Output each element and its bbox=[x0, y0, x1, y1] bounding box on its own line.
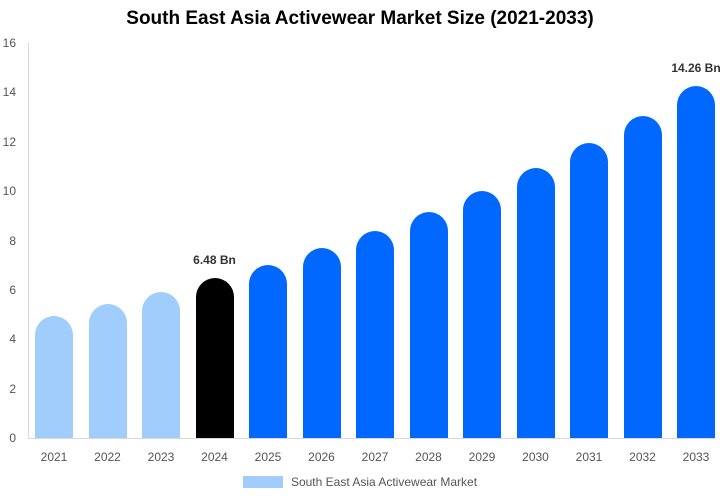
bar-2029[interactable] bbox=[463, 191, 501, 438]
x-tick-label: 2030 bbox=[522, 450, 549, 464]
x-tick-label: 2031 bbox=[575, 450, 603, 464]
bar-2027[interactable] bbox=[356, 231, 394, 438]
x-axis-line bbox=[28, 438, 716, 439]
y-tick-label: 4 bbox=[9, 332, 16, 347]
y-tick-label: 2 bbox=[9, 381, 16, 396]
bar-2025[interactable] bbox=[249, 265, 287, 438]
bar-2033[interactable] bbox=[677, 85, 715, 438]
y-tick-label: 16 bbox=[2, 36, 16, 50]
y-tick-label: 14 bbox=[2, 85, 16, 100]
value-label-2033: 14.26 Bn bbox=[671, 60, 720, 75]
bar-2022[interactable] bbox=[88, 304, 127, 438]
x-tick-label: 2029 bbox=[468, 450, 496, 464]
chart-title: South East Asia Activewear Market Size (… bbox=[126, 8, 594, 29]
x-tick-label: 2026 bbox=[308, 450, 335, 464]
plot-area bbox=[28, 43, 716, 438]
legend[interactable]: South East Asia Activewear Market bbox=[0, 475, 720, 489]
bar-2026[interactable] bbox=[302, 248, 341, 438]
legend-swatch bbox=[242, 476, 283, 488]
x-tick-label: 2028 bbox=[415, 450, 442, 464]
legend-label: South East Asia Activewear Market bbox=[290, 475, 478, 489]
y-tick-label: 6 bbox=[9, 282, 16, 297]
bar-2021[interactable] bbox=[35, 316, 73, 438]
bar-2023[interactable] bbox=[142, 292, 180, 438]
x-tick-label: 2025 bbox=[254, 450, 282, 464]
x-tick-label: 2023 bbox=[147, 450, 175, 464]
y-tick-label: 10 bbox=[2, 184, 16, 199]
x-tick-label: 2022 bbox=[94, 450, 121, 464]
y-tick-label: 0 bbox=[9, 431, 16, 445]
bar-2024[interactable] bbox=[195, 278, 234, 438]
x-tick-label: 2021 bbox=[40, 450, 68, 464]
x-tick-label: 2024 bbox=[201, 450, 228, 464]
bar-2031[interactable] bbox=[570, 143, 608, 438]
x-tick-label: 2032 bbox=[629, 450, 656, 464]
y-tick-label: 12 bbox=[2, 134, 16, 149]
x-tick-label: 2027 bbox=[361, 450, 389, 464]
y-axis-line bbox=[28, 43, 29, 439]
bar-2030[interactable] bbox=[516, 168, 555, 438]
bar-2032[interactable] bbox=[623, 116, 662, 438]
y-tick-label: 8 bbox=[9, 233, 16, 248]
bar-2028[interactable] bbox=[409, 212, 448, 438]
value-label-2024: 6.48 Bn bbox=[193, 253, 236, 268]
x-tick-label: 2033 bbox=[682, 450, 710, 464]
